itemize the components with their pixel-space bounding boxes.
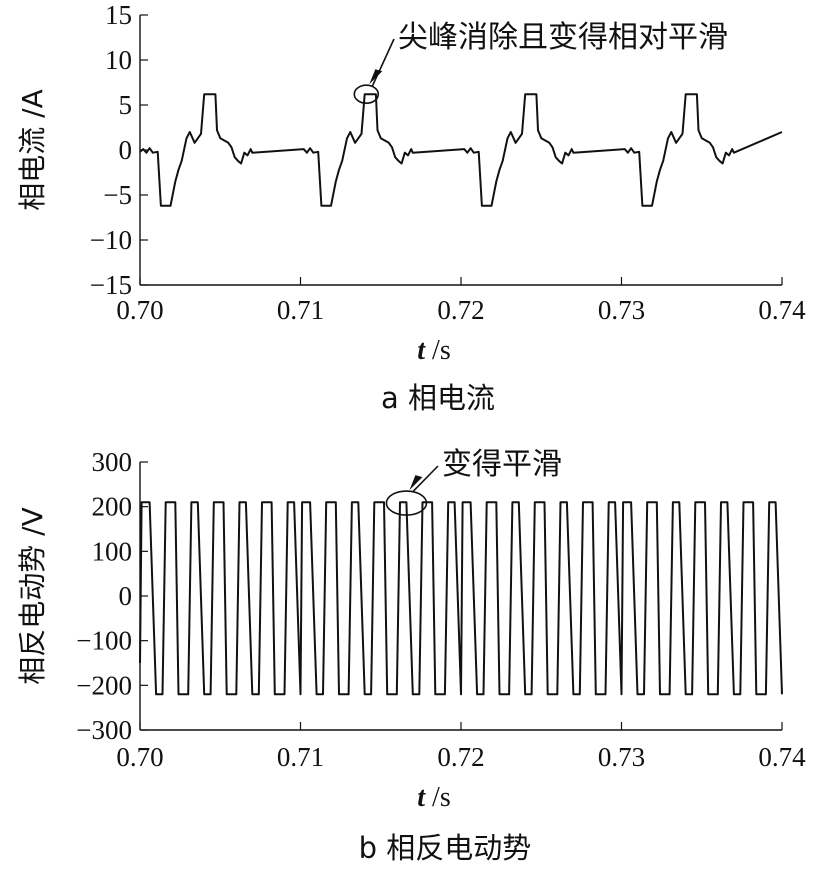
y-tick-label-a: 0 <box>119 135 133 165</box>
y-tick-label-b: 100 <box>92 536 133 566</box>
y-tick-label-a: −15 <box>90 270 132 300</box>
y-axis-label-a: 相电流 /A <box>16 89 49 211</box>
y-tick-label-b: −200 <box>76 670 132 700</box>
y-axis-label-b: 相反电动势 /V <box>16 507 49 685</box>
x-axis-label-b: t /s <box>417 782 450 813</box>
y-tick-label-a: −10 <box>90 225 132 255</box>
caption-a: a 相电流 <box>381 381 495 415</box>
y-tick-label-b: 200 <box>92 492 133 522</box>
x-axis-label-a: t /s <box>417 335 450 366</box>
x-axis-unit-b: /s <box>425 782 451 813</box>
annotation-pointer-b <box>411 465 439 493</box>
annotation-ellipse-b <box>385 490 428 516</box>
y-tick-label-a: −5 <box>103 180 132 210</box>
y-tick-label-a: 15 <box>105 0 132 30</box>
series-line-b <box>139 501 783 696</box>
annotation-text-b: 变得平滑 <box>442 447 562 482</box>
y-tick-label-a: 5 <box>119 90 133 120</box>
x-axis-variable-a: t <box>417 335 426 366</box>
x-tick-label-a: 0.72 <box>437 295 484 325</box>
caption-b: b 相反电动势 <box>359 831 532 865</box>
y-tick-label-b: 300 <box>92 447 133 477</box>
x-axis-variable-b: t <box>417 782 426 813</box>
y-tick-label-a: 10 <box>105 45 132 75</box>
x-tick-label-a: 0.73 <box>598 295 645 325</box>
annotation-ellipse-a <box>353 84 380 104</box>
x-tick-label-b: 0.72 <box>437 742 484 772</box>
series-line-a <box>139 93 783 207</box>
x-tick-label-a: 0.71 <box>277 295 324 325</box>
y-tick-label-b: −300 <box>76 715 132 745</box>
y-tick-label-b: −100 <box>76 626 132 656</box>
x-axis-unit-a: /s <box>425 335 451 366</box>
x-tick-label-b: 0.73 <box>598 742 645 772</box>
annotation-arrowhead-b <box>409 475 423 491</box>
x-tick-label-a: 0.74 <box>758 295 806 325</box>
x-tick-label-b: 0.71 <box>277 742 324 772</box>
x-tick-label-b: 0.74 <box>758 742 806 772</box>
annotation-text-a: 尖峰消除且变得相对平滑 <box>398 20 728 55</box>
y-tick-label-b: 0 <box>119 581 133 611</box>
x-tick-label-b: 0.70 <box>116 742 163 772</box>
x-tick-label-a: 0.70 <box>116 295 163 325</box>
annotation-pointer-a <box>371 38 395 87</box>
annotation-arrowhead-a <box>369 69 383 85</box>
